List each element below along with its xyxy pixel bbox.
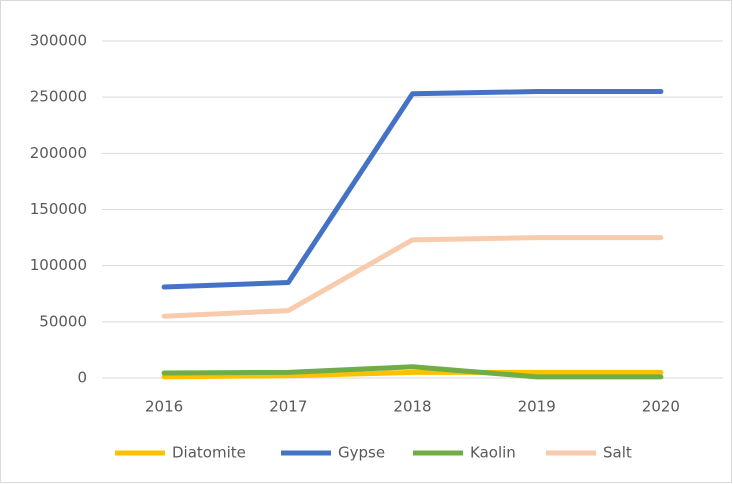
series-line	[161, 235, 664, 319]
y-tick-label: 250000	[30, 88, 87, 106]
x-tick-label: 2020	[642, 398, 680, 416]
y-tick-label: 0	[77, 369, 87, 387]
y-tick-label: 300000	[30, 32, 87, 50]
legend-label: Salt	[603, 444, 632, 462]
y-tick-label: 200000	[30, 144, 87, 162]
y-tick-label: 100000	[30, 256, 87, 274]
x-tick-label: 2016	[145, 398, 183, 416]
legend-label: Diatomite	[172, 444, 246, 462]
x-tick-label: 2017	[269, 398, 307, 416]
series-line	[161, 89, 664, 290]
y-tick-label: 50000	[39, 312, 87, 330]
series-line	[161, 369, 664, 380]
legend-label: Kaolin	[470, 444, 516, 462]
x-tick-label: 2018	[393, 398, 431, 416]
series-line	[161, 364, 664, 380]
x-tick-label: 2019	[518, 398, 556, 416]
legend-label: Gypse	[338, 444, 385, 462]
y-tick-label: 150000	[30, 200, 87, 218]
